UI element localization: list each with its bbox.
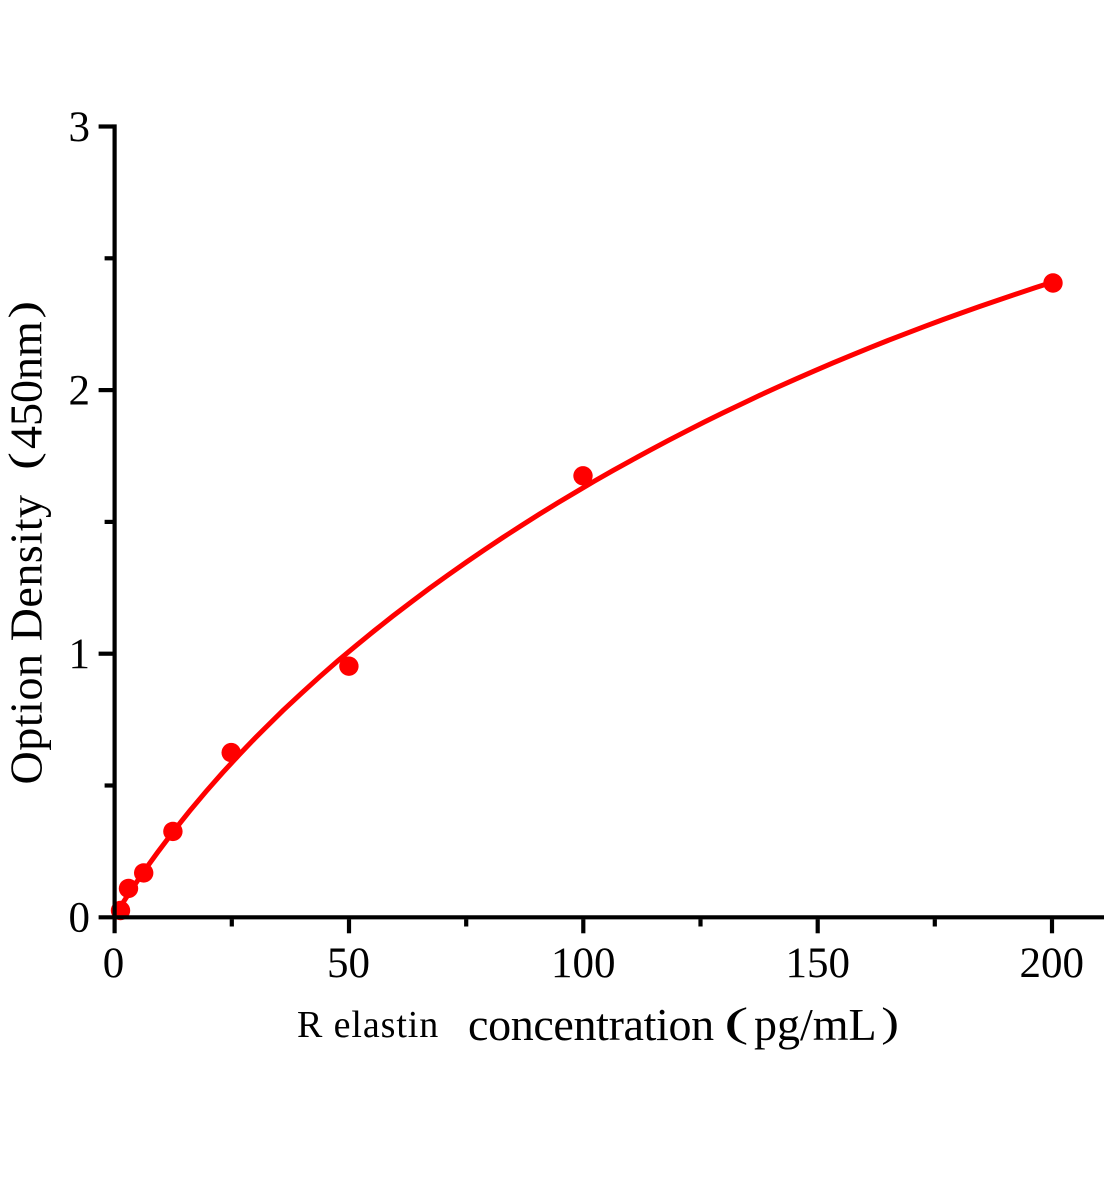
- svg-text:(: (: [724, 999, 749, 1044]
- svg-text:pg/mL: pg/mL: [754, 999, 877, 1050]
- svg-text:450nm: 450nm: [1, 321, 52, 449]
- svg-text:200: 200: [1019, 940, 1084, 987]
- svg-text:R elastin: R elastin: [297, 1004, 439, 1046]
- svg-text:2: 2: [69, 367, 91, 414]
- svg-text:Option Density: Option Density: [1, 494, 52, 784]
- svg-text:0: 0: [103, 940, 125, 987]
- svg-text:concentration: concentration: [468, 999, 714, 1050]
- svg-text:3: 3: [69, 104, 91, 151]
- svg-text:0: 0: [69, 895, 91, 942]
- svg-text:100: 100: [551, 940, 616, 987]
- svg-text:): ): [2, 301, 47, 319]
- svg-text:50: 50: [327, 940, 370, 987]
- svg-text:1: 1: [69, 631, 91, 678]
- svg-text:): ): [881, 1000, 899, 1045]
- svg-text:(: (: [2, 452, 47, 470]
- svg-text:150: 150: [785, 940, 850, 987]
